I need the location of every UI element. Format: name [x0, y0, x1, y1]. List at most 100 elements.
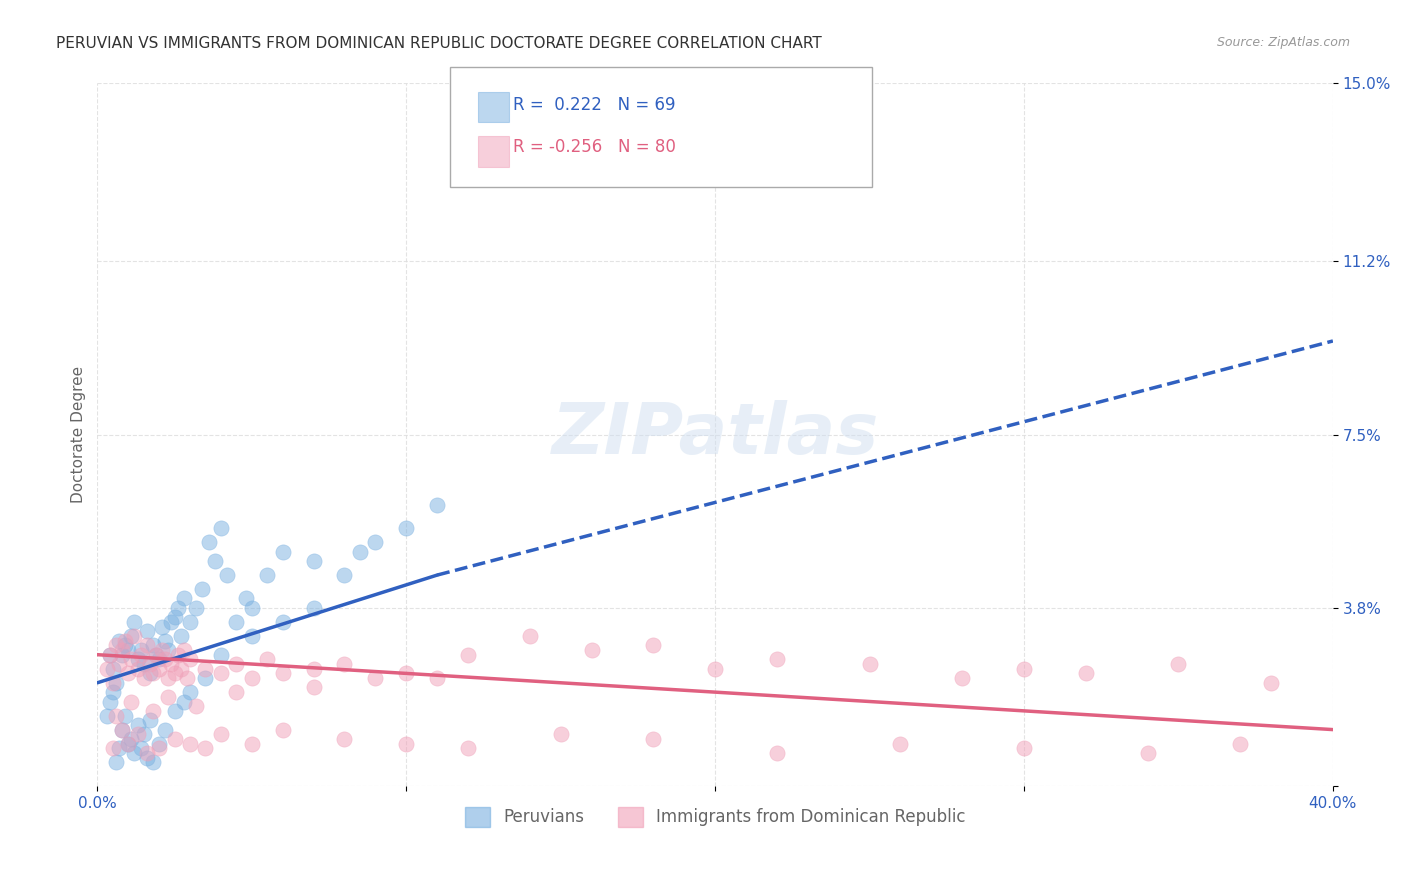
- Point: [157, 643, 180, 657]
- Point: [101, 675, 124, 690]
- Point: [1229, 737, 1251, 751]
- Point: [364, 671, 387, 685]
- Point: [1074, 666, 1097, 681]
- Point: [155, 633, 177, 648]
- Point: [155, 652, 177, 666]
- Point: [148, 662, 170, 676]
- Point: [135, 624, 157, 639]
- Point: [240, 600, 263, 615]
- Point: [240, 737, 263, 751]
- Point: [96, 662, 118, 676]
- Point: [194, 671, 217, 685]
- Point: [108, 633, 131, 648]
- Point: [166, 600, 188, 615]
- Point: [142, 666, 165, 681]
- Point: [117, 666, 139, 681]
- Point: [395, 666, 418, 681]
- Point: [209, 666, 232, 681]
- Point: [426, 671, 449, 685]
- Point: [142, 638, 165, 652]
- Text: ZIPatlas: ZIPatlas: [551, 401, 879, 469]
- Point: [98, 648, 121, 662]
- Point: [111, 648, 134, 662]
- Point: [197, 535, 219, 549]
- Point: [148, 737, 170, 751]
- Point: [127, 652, 149, 666]
- Point: [111, 643, 134, 657]
- Point: [160, 615, 183, 629]
- Point: [114, 633, 136, 648]
- Point: [186, 600, 208, 615]
- Text: R = -0.256   N = 80: R = -0.256 N = 80: [513, 138, 676, 156]
- Point: [333, 657, 356, 671]
- Point: [426, 498, 449, 512]
- Point: [333, 568, 356, 582]
- Point: [1260, 675, 1282, 690]
- Point: [271, 544, 294, 558]
- Y-axis label: Doctorate Degree: Doctorate Degree: [72, 366, 86, 503]
- Point: [173, 591, 195, 606]
- Point: [157, 690, 180, 704]
- Point: [117, 737, 139, 751]
- Point: [457, 648, 479, 662]
- Point: [256, 652, 278, 666]
- Point: [114, 638, 136, 652]
- Point: [170, 629, 193, 643]
- Point: [132, 727, 155, 741]
- Point: [457, 741, 479, 756]
- Text: PERUVIAN VS IMMIGRANTS FROM DOMINICAN REPUBLIC DOCTORATE DEGREE CORRELATION CHAR: PERUVIAN VS IMMIGRANTS FROM DOMINICAN RE…: [56, 36, 823, 51]
- Point: [150, 643, 173, 657]
- Point: [194, 741, 217, 756]
- Point: [148, 652, 170, 666]
- Point: [173, 643, 195, 657]
- Point: [124, 629, 146, 643]
- Point: [163, 731, 186, 746]
- Point: [114, 708, 136, 723]
- Point: [1012, 662, 1035, 676]
- Point: [135, 746, 157, 760]
- Point: [173, 694, 195, 708]
- Point: [204, 554, 226, 568]
- Point: [120, 629, 142, 643]
- Point: [124, 615, 146, 629]
- Point: [209, 648, 232, 662]
- Point: [1136, 746, 1159, 760]
- Point: [225, 615, 247, 629]
- Point: [950, 671, 973, 685]
- Point: [179, 685, 201, 699]
- Point: [132, 671, 155, 685]
- Point: [108, 657, 131, 671]
- Point: [104, 638, 127, 652]
- Point: [139, 666, 162, 681]
- Point: [191, 582, 214, 596]
- Point: [163, 666, 186, 681]
- Point: [395, 521, 418, 535]
- Point: [550, 727, 572, 741]
- Point: [132, 657, 155, 671]
- Point: [209, 521, 232, 535]
- Point: [101, 685, 124, 699]
- Text: Source: ZipAtlas.com: Source: ZipAtlas.com: [1216, 36, 1350, 49]
- Point: [179, 615, 201, 629]
- Point: [302, 600, 325, 615]
- Point: [120, 652, 142, 666]
- Point: [217, 568, 239, 582]
- Point: [142, 756, 165, 770]
- Point: [271, 615, 294, 629]
- Point: [643, 638, 665, 652]
- Point: [150, 619, 173, 633]
- Point: [120, 731, 142, 746]
- Point: [129, 648, 152, 662]
- Point: [129, 741, 152, 756]
- Point: [170, 662, 193, 676]
- Point: [1012, 741, 1035, 756]
- Point: [519, 629, 541, 643]
- Point: [127, 718, 149, 732]
- Point: [179, 652, 201, 666]
- Point: [235, 591, 257, 606]
- Point: [104, 708, 127, 723]
- Point: [129, 643, 152, 657]
- Point: [766, 746, 789, 760]
- Point: [166, 648, 188, 662]
- Point: [240, 629, 263, 643]
